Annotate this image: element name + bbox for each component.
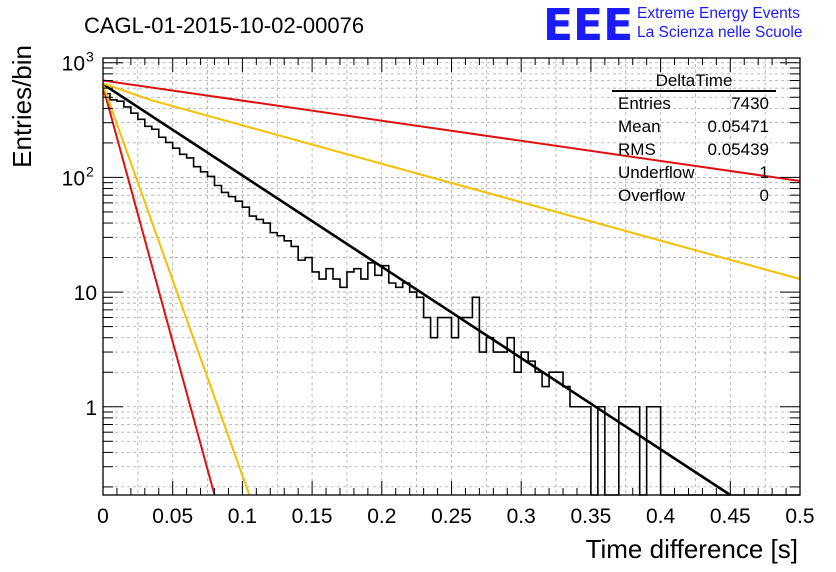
y-tick-exponent: 2 <box>86 163 94 179</box>
logo-letters: EEE <box>543 0 633 51</box>
x-axis-label: Time difference [s] <box>586 534 798 564</box>
stats-row-value: 1 <box>760 163 769 182</box>
y-tick-label: 10 <box>62 53 85 76</box>
x-tick-labels: 0 0.05 0.1 0.15 0.2 0.25 0.3 0.35 0.4 0.45 0.5 <box>97 505 814 528</box>
fit-curve <box>102 82 801 280</box>
y-tick-label: 10 <box>62 167 85 190</box>
stats-row-value: 0.05471 <box>708 117 769 136</box>
histogram-line <box>103 92 800 496</box>
stats-row-value: 0 <box>760 186 769 205</box>
x-tick-label: 0.3 <box>507 505 536 528</box>
stats-row-label: Entries <box>618 94 671 113</box>
eee-logo: EEE Extreme Energy Events La Scienza nel… <box>543 0 802 51</box>
y-tick-label: 10 <box>74 282 97 305</box>
stats-row-value: 7430 <box>731 94 769 113</box>
y-tick-exponent: 3 <box>86 49 94 65</box>
chart-title: CAGL-01-2015-10-02-00076 <box>84 13 364 38</box>
histogram <box>103 92 800 496</box>
x-tick-label: 0.1 <box>228 505 257 528</box>
x-tick-label: 0.45 <box>710 505 751 528</box>
stats-row-label: RMS <box>618 140 656 159</box>
fit-curve <box>102 79 801 183</box>
x-tick-label: 0.15 <box>292 505 333 528</box>
fit-curve <box>102 86 216 496</box>
stats-title: DeltaTime <box>656 71 733 90</box>
stats-box: DeltaTime Entries 7430 Mean 0.05471 RMS 0.054… <box>612 71 776 205</box>
stats-row-label: Mean <box>618 117 661 136</box>
x-tick-label: 0.25 <box>431 505 472 528</box>
fit-curves <box>102 79 801 497</box>
stats-row-value: 0.05439 <box>708 140 769 159</box>
x-tick-label: 0.35 <box>570 505 611 528</box>
axis-ticks <box>102 58 801 495</box>
stats-row-label: Overflow <box>618 186 686 205</box>
x-tick-label: 0.05 <box>152 505 193 528</box>
x-tick-label: 0 <box>97 505 109 528</box>
fit-curve <box>102 84 251 496</box>
stats-row-label: Underflow <box>618 163 695 182</box>
grid <box>103 58 800 495</box>
logo-line-1: Extreme Energy Events <box>637 5 800 22</box>
x-tick-label: 0.5 <box>785 505 814 528</box>
fit-curve <box>102 83 732 497</box>
x-tick-label: 0.2 <box>367 505 396 528</box>
x-tick-label: 0.4 <box>646 505 676 528</box>
logo-line-2: La Scienza nelle Scuole <box>637 24 802 41</box>
y-tick-label: 1 <box>85 397 97 420</box>
y-axis-label: Entries/bin <box>7 45 37 168</box>
